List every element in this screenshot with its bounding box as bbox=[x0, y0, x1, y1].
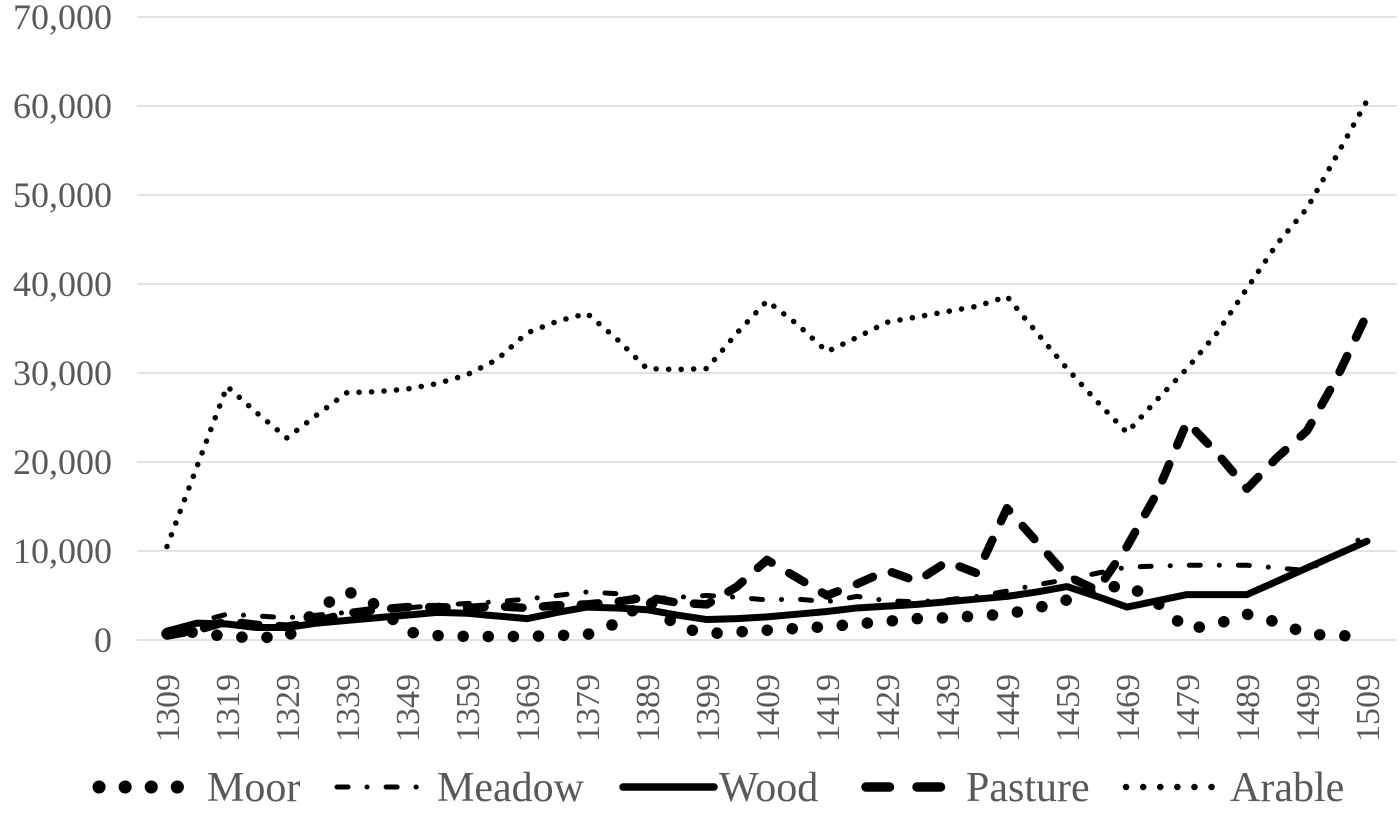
x-axis-tick-label: 1469 bbox=[1110, 674, 1147, 742]
legend-label-wood: Wood bbox=[719, 765, 818, 811]
x-axis-tick-label: 1439 bbox=[930, 674, 967, 742]
legend-label-moor: Moor bbox=[207, 765, 300, 811]
x-axis-tick-label: 1479 bbox=[1170, 674, 1207, 742]
x-axis-tick-label: 1379 bbox=[570, 674, 607, 742]
x-axis-tick-label: 1389 bbox=[630, 674, 667, 742]
x-axis-tick-label: 1329 bbox=[270, 674, 307, 742]
y-axis-tick-label: 30,000 bbox=[13, 353, 112, 393]
x-axis-tick-label: 1489 bbox=[1230, 674, 1267, 742]
x-axis-tick-label: 1409 bbox=[750, 674, 787, 742]
y-axis-tick-label: 10,000 bbox=[13, 531, 112, 571]
x-axis-tick-label: 1369 bbox=[510, 674, 547, 742]
series-line-pasture bbox=[162, 310, 1372, 640]
x-axis-tick-label: 1399 bbox=[690, 674, 727, 742]
x-axis-tick-label: 1309 bbox=[150, 674, 187, 742]
x-axis-tick-label: 1499 bbox=[1290, 674, 1327, 742]
x-axis-tick-label: 1419 bbox=[810, 674, 847, 742]
legend-label-meadow: Meadow bbox=[437, 765, 585, 811]
x-axis-tick-label: 1459 bbox=[1050, 674, 1087, 742]
y-axis-tick-label: 0 bbox=[94, 620, 112, 660]
x-axis-tick-label: 1349 bbox=[390, 674, 427, 742]
series-line-arable bbox=[164, 97, 1370, 550]
x-axis-tick-label: 1449 bbox=[990, 674, 1027, 742]
x-axis-tick-label: 1339 bbox=[330, 674, 367, 742]
legend-label-pasture: Pasture bbox=[966, 765, 1090, 811]
legend-label-arable: Arable bbox=[1230, 765, 1344, 811]
x-axis-tick-label: 1429 bbox=[870, 674, 907, 742]
y-axis-tick-label: 50,000 bbox=[13, 175, 112, 215]
series-line-moor bbox=[161, 579, 1373, 644]
x-axis-tick-label: 1319 bbox=[210, 674, 247, 742]
series-line-wood bbox=[163, 537, 1371, 635]
x-axis-tick-label: 1509 bbox=[1350, 674, 1387, 742]
y-axis-tick-label: 20,000 bbox=[13, 442, 112, 482]
x-axis-tick-label: 1359 bbox=[450, 674, 487, 742]
y-axis-tick-label: 70,000 bbox=[13, 0, 112, 37]
y-axis-tick-label: 40,000 bbox=[13, 264, 112, 304]
y-axis-tick-label: 60,000 bbox=[13, 86, 112, 126]
